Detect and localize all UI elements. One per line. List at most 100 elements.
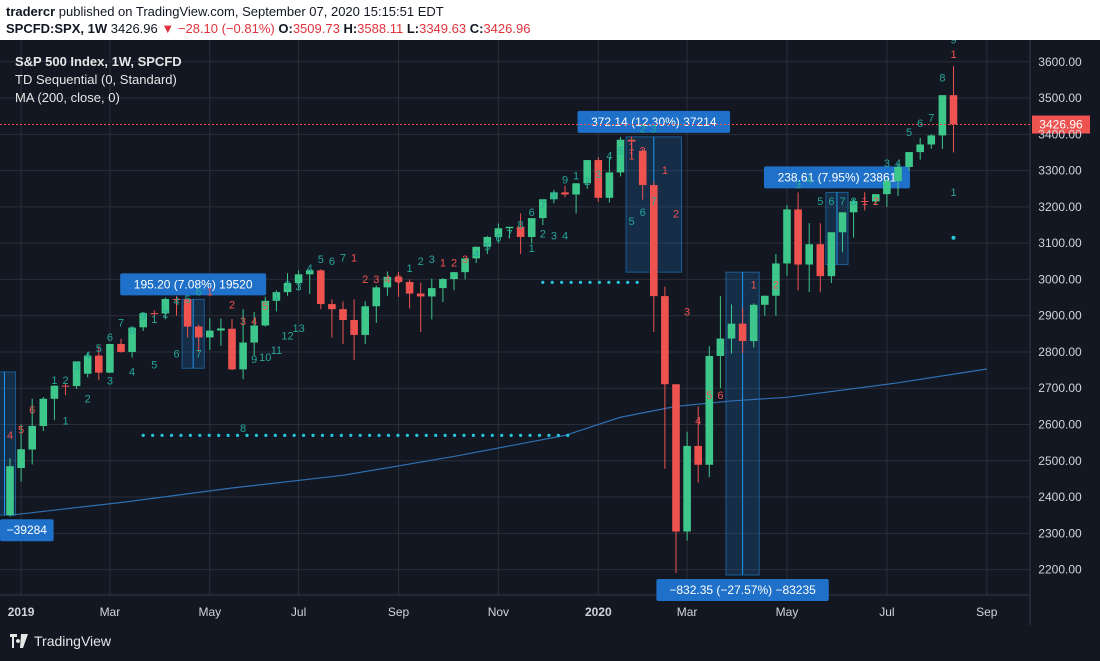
candle-body <box>472 246 480 259</box>
td-count-label: 1 <box>573 171 579 183</box>
td-count-label: 7 <box>506 229 512 241</box>
td-count-label: 4 <box>806 174 812 186</box>
y-tick-label: 3100.00 <box>1038 236 1082 250</box>
support-dot <box>635 280 639 284</box>
support-dot <box>415 433 419 437</box>
td-count-label: 4 <box>251 316 257 328</box>
candle-body <box>672 384 680 532</box>
y-tick-label: 2400.00 <box>1038 490 1082 504</box>
td-count-label: 8 <box>551 191 557 203</box>
td-count-label: 3 <box>296 281 302 293</box>
measure-label-bg <box>656 579 829 602</box>
support-dot <box>434 433 438 437</box>
x-tick-label: Mar <box>677 605 698 619</box>
td-count-label: 2 <box>362 274 368 286</box>
td-count-label: 9 <box>950 40 956 47</box>
candle-body <box>605 172 614 198</box>
td-count-label: 2 <box>673 209 679 221</box>
candle-body <box>217 328 225 331</box>
td-count-label: 6 <box>196 287 202 299</box>
candle-body <box>350 320 358 335</box>
candle-body <box>361 306 369 335</box>
support-dot <box>254 433 259 437</box>
candle-body <box>83 355 92 374</box>
ohlc-line: SPCFD:SPX, 1W 3426.96 ▼ −28.10 (−0.81%) … <box>6 21 530 36</box>
candle-body <box>39 398 48 426</box>
td-count-label: 1 <box>62 416 68 428</box>
legend-study-ma[interactable]: MA (200, close, 0) <box>15 90 120 105</box>
td-count-label: 6 <box>29 405 35 417</box>
td-count-label: 7 <box>340 252 346 264</box>
td-count-label: 1 <box>407 263 413 275</box>
support-dot <box>424 433 428 437</box>
candle-body <box>516 226 525 237</box>
y-tick-label: 2800.00 <box>1038 345 1082 359</box>
measure-label-bg <box>763 166 910 189</box>
td-count-label: 5 <box>96 343 102 355</box>
td-count-label: 1 <box>662 165 668 177</box>
support-dot <box>339 433 343 437</box>
legend-title[interactable]: S&P 500 Index, 1W, SPCFD <box>15 54 182 69</box>
support-dot <box>273 433 277 437</box>
x-tick-label: Nov <box>488 605 509 619</box>
candle-body <box>95 355 103 373</box>
support-dot <box>226 433 230 437</box>
candle-body <box>749 304 758 342</box>
candle-body <box>683 445 691 532</box>
candle-body <box>250 325 258 343</box>
candle-body <box>716 338 725 356</box>
support-dot <box>556 433 560 437</box>
candle-body <box>794 209 802 265</box>
td-count-label: 1 <box>51 375 57 387</box>
support-dot <box>519 433 523 437</box>
candle-body <box>661 296 669 385</box>
support-dot <box>547 433 551 437</box>
y-tick-label: 2700.00 <box>1038 381 1082 395</box>
td-count-label: 4 <box>473 249 479 261</box>
td-count-label: 1 <box>950 49 956 61</box>
candle-body <box>150 313 159 315</box>
td-count-label: 2 <box>640 145 646 157</box>
td-count-label: 3 <box>107 376 113 388</box>
x-tick-label: 2020 <box>585 605 612 619</box>
td-count-label: 12 <box>281 330 293 342</box>
measure-label-bg <box>120 273 267 296</box>
td-count-label: 6 <box>640 207 646 219</box>
td-count-label: 4 <box>384 274 390 286</box>
td-count-label: 4 <box>606 151 612 163</box>
candle-body <box>738 323 747 342</box>
td-count-label: 5 <box>395 274 401 286</box>
measure-label: −39284 <box>7 523 48 537</box>
support-dot <box>292 433 296 437</box>
ma-200-line <box>9 368 987 516</box>
td-count-label: 1 <box>751 279 757 291</box>
td-count-label: 3 <box>595 169 601 181</box>
td-count-label: 2 <box>229 299 235 311</box>
td-count-label: 9 <box>140 310 146 322</box>
td-count-label: 5 <box>817 196 823 208</box>
support-dot <box>311 433 315 437</box>
td-count-label: 8 <box>939 73 945 85</box>
price-chart[interactable]: −39284 195.20 (7.08%) 19520 372.14 (12.30%… <box>0 40 1100 625</box>
support-dot <box>500 433 504 437</box>
candle-body <box>283 283 292 293</box>
y-tick-label: 3000.00 <box>1038 272 1082 286</box>
candle-body <box>106 343 114 373</box>
high-value: 3588.11 <box>357 21 404 36</box>
td-count-label: 7 <box>196 348 202 360</box>
candle-body <box>461 258 469 273</box>
candle-body <box>949 95 958 125</box>
td-count-label: 7 <box>540 200 546 212</box>
candle-body <box>394 276 403 282</box>
candle-body <box>694 445 702 465</box>
support-dot <box>626 280 630 284</box>
legend-study-td[interactable]: TD Sequential (0, Standard) <box>15 72 177 87</box>
brand[interactable]: TradingView <box>10 633 111 649</box>
support-dot <box>462 433 466 437</box>
support-dot <box>264 433 268 437</box>
candle-body <box>805 244 813 265</box>
support-dot <box>179 433 183 437</box>
support-dot <box>386 433 391 437</box>
support-dot <box>188 433 192 437</box>
author-name[interactable]: tradercr <box>6 4 56 19</box>
